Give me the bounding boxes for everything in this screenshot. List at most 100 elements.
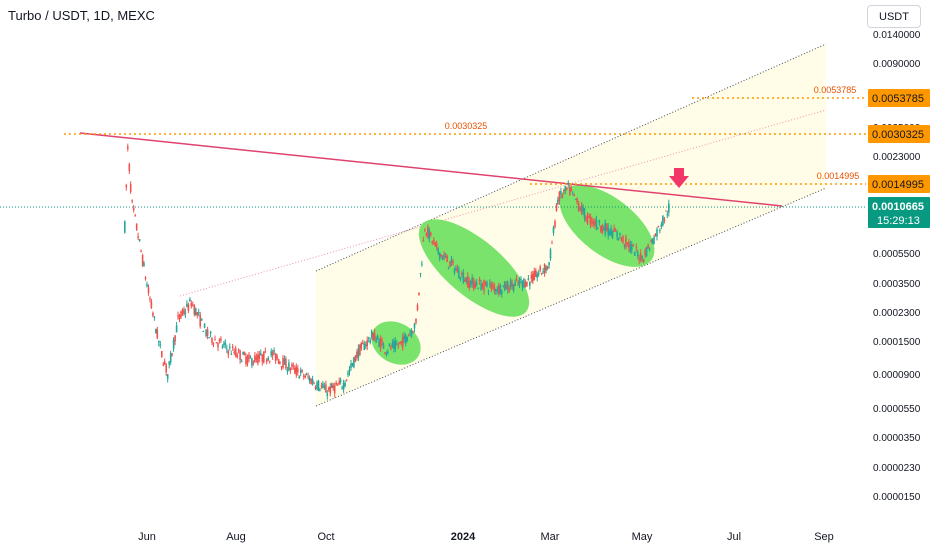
- candle-body: [379, 338, 382, 349]
- candle-body: [416, 304, 419, 310]
- candle-body: [215, 342, 218, 344]
- candle-body: [345, 379, 348, 381]
- candle-body: [458, 270, 460, 278]
- y-tick-label: 0.0000230: [873, 463, 921, 474]
- candle-body: [511, 282, 513, 287]
- annotation-layer: [669, 168, 689, 188]
- candle-body: [647, 244, 649, 249]
- candle-body: [409, 332, 411, 334]
- candle-body: [163, 361, 166, 365]
- candle-body: [421, 263, 423, 265]
- candle-body: [555, 204, 558, 211]
- candle-body: [223, 343, 225, 346]
- candle-body: [180, 311, 182, 318]
- candle-body: [205, 330, 207, 336]
- candle-body: [471, 277, 473, 284]
- candle-body: [166, 374, 169, 379]
- candle-body: [129, 184, 132, 192]
- candle-body: [138, 239, 141, 241]
- candle-body: [195, 308, 197, 315]
- candle-body: [132, 207, 135, 211]
- candle-body: [431, 241, 434, 244]
- candle-body: [310, 379, 312, 385]
- candle-body: [265, 359, 268, 363]
- candle-body: [518, 280, 521, 286]
- candle-body: [329, 386, 332, 394]
- currency-button[interactable]: USDT: [867, 5, 921, 28]
- candle-body: [653, 237, 655, 244]
- candle-body: [540, 272, 543, 274]
- candle-body: [397, 345, 400, 347]
- price-axis: [866, 32, 932, 520]
- candle-body: [214, 339, 216, 341]
- y-tick-label: 0.0000350: [873, 433, 921, 444]
- candle-body: [181, 309, 184, 314]
- candle-body: [328, 387, 330, 390]
- candle-body: [251, 358, 253, 366]
- candle-body: [614, 230, 617, 232]
- candle-body: [505, 284, 507, 290]
- candle-body: [616, 231, 618, 237]
- candle-body: [339, 379, 342, 382]
- candle-body: [619, 233, 621, 236]
- candle-body: [356, 351, 358, 358]
- candle-body: [332, 385, 334, 389]
- candle-body: [520, 278, 522, 280]
- candle-body: [542, 271, 544, 273]
- candle-body: [233, 351, 235, 353]
- candle-body: [586, 215, 589, 224]
- candle-body: [243, 352, 246, 355]
- candle-body: [535, 270, 537, 277]
- candle-body: [308, 377, 311, 382]
- candle-body: [325, 384, 327, 393]
- candle-body: [532, 273, 534, 282]
- candle-body: [305, 373, 308, 375]
- candle-body: [467, 275, 469, 287]
- candle-body: [558, 191, 561, 202]
- candle-body: [668, 203, 670, 213]
- x-tick-label: Jul: [727, 531, 741, 543]
- candle-body: [594, 221, 596, 225]
- candle-body: [659, 229, 661, 231]
- candle-body: [613, 227, 615, 232]
- candle-body: [208, 337, 210, 339]
- candle-body: [474, 282, 476, 289]
- level-label: 0.0030325: [445, 121, 488, 131]
- candle-body: [484, 281, 487, 285]
- candle-body: [274, 353, 277, 361]
- candle-body: [418, 292, 420, 295]
- candle-body: [557, 199, 559, 204]
- candle-body: [580, 205, 583, 214]
- candle-body: [637, 252, 639, 256]
- candle-body: [428, 229, 431, 240]
- candle-body: [270, 351, 272, 356]
- candle-body: [462, 272, 465, 283]
- candle-body: [237, 349, 240, 351]
- candle-body: [288, 362, 290, 370]
- candle-body: [517, 282, 519, 284]
- candle-body: [642, 259, 645, 262]
- candle-body: [338, 381, 340, 384]
- candle-body: [576, 198, 578, 202]
- candle-body: [524, 282, 527, 288]
- candle-body: [128, 164, 131, 172]
- candle-body: [450, 259, 453, 263]
- last-price-value: 0.0010665: [872, 201, 924, 213]
- candle-body: [292, 365, 295, 367]
- candle-body: [236, 354, 238, 358]
- candle-body: [610, 227, 612, 235]
- candle-body: [168, 361, 170, 365]
- candle-body: [169, 353, 172, 363]
- candle-body: [425, 232, 428, 236]
- candle-body: [563, 190, 565, 192]
- candle-body: [268, 360, 271, 362]
- candle-body: [135, 223, 138, 230]
- candle-body: [390, 347, 392, 349]
- candle-body: [654, 233, 657, 237]
- candle-body: [662, 216, 664, 226]
- candle-body: [189, 299, 191, 301]
- candle-body: [242, 352, 244, 355]
- candle-body: [410, 330, 413, 336]
- candle-body: [437, 248, 439, 253]
